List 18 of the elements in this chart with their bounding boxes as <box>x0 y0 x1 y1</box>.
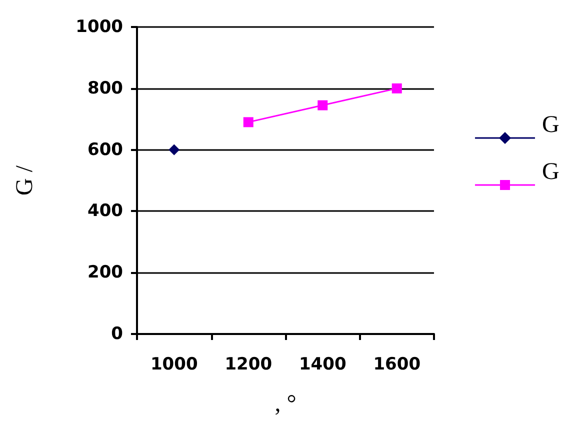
y-tick-label: 400 <box>88 201 124 222</box>
y-tick-label: 1000 <box>76 17 124 37</box>
legend-label: G <box>542 159 560 185</box>
legend-label: G <box>542 112 560 138</box>
y-tick-label: 200 <box>88 262 124 283</box>
y-tick-label: 600 <box>88 140 124 160</box>
x-tick-label: 1200 <box>224 354 272 374</box>
point <box>392 83 402 94</box>
y-tick-label: 0 <box>111 324 124 344</box>
x-tick-label: 1400 <box>298 354 346 374</box>
point <box>318 100 328 110</box>
point <box>168 144 180 156</box>
x-axis-title: , ° <box>274 391 296 417</box>
y-tick-label: 800 <box>88 78 124 98</box>
y-axis-title: G / <box>12 165 38 196</box>
x-tick-label: 1000 <box>150 354 198 374</box>
point <box>243 117 254 128</box>
x-tick-label: 1600 <box>373 354 421 374</box>
